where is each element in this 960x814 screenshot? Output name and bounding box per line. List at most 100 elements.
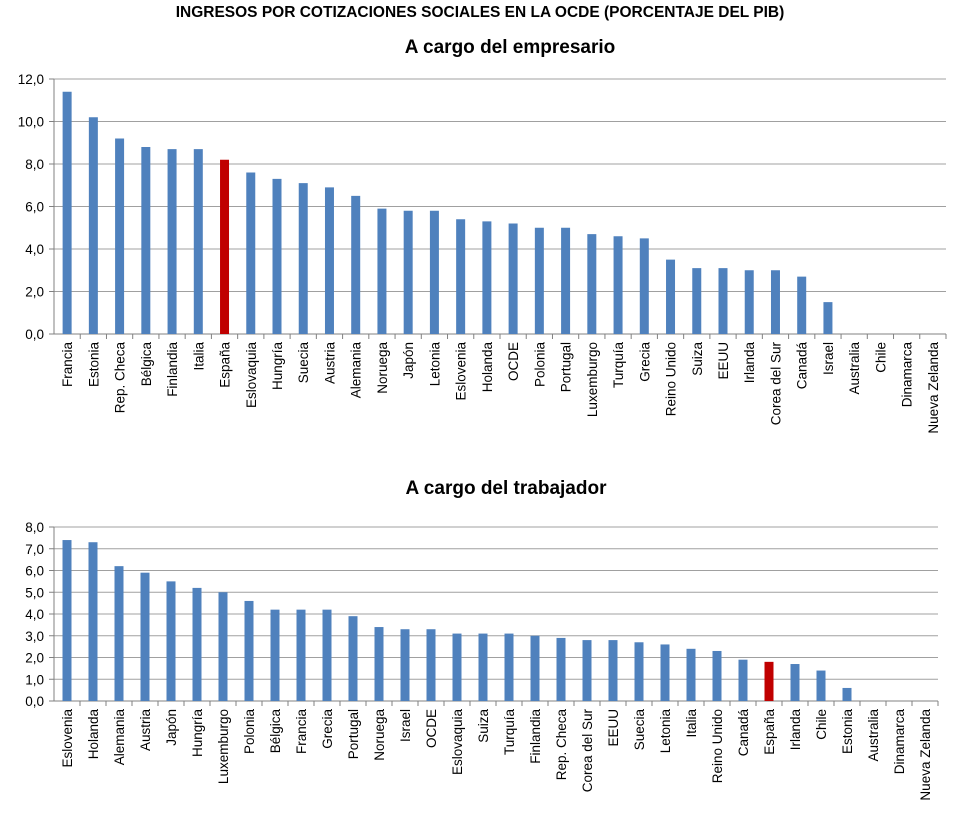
- x-tick-label: España: [762, 709, 777, 755]
- bar: [296, 609, 306, 701]
- x-tick-label: Portugal: [559, 342, 574, 392]
- x-tick-label: Japón: [164, 709, 179, 746]
- bar: [348, 616, 358, 701]
- bar: [244, 600, 254, 701]
- bar: [770, 270, 780, 334]
- x-tick-label: Noruega: [372, 709, 387, 761]
- bar: [587, 234, 597, 334]
- bar: [377, 208, 387, 334]
- bar: [790, 664, 800, 701]
- x-tick-label: OCDE: [424, 709, 439, 748]
- bar: [561, 227, 571, 334]
- x-tick-label: Portugal: [346, 709, 361, 759]
- x-tick-label: Canadá: [795, 342, 810, 390]
- x-tick-label: Eslovenia: [60, 709, 75, 768]
- x-tick-label: Francia: [60, 342, 75, 388]
- y-tick-label: 4,0: [25, 242, 44, 257]
- main-title: INGRESOS POR COTIZACIONES SOCIALES EN LA…: [175, 4, 785, 21]
- bar: [613, 236, 623, 334]
- chart-empresario: A cargo del empresario 0,0 2,0 4,0 6,0 8,0 10,…: [18, 37, 947, 434]
- bar: [88, 542, 98, 701]
- x-tick-label: Holanda: [480, 342, 495, 393]
- bar: [403, 210, 413, 334]
- bar: [426, 629, 436, 701]
- bar: [530, 635, 540, 701]
- bar: [744, 270, 754, 334]
- x-tick-label: Polonia: [242, 709, 257, 755]
- bar: [764, 661, 774, 701]
- x-tick-label: Austria: [322, 342, 337, 385]
- bar: [534, 227, 544, 334]
- bar: [666, 259, 676, 334]
- y-tick-label: 2,0: [25, 285, 44, 300]
- bar: [556, 637, 566, 701]
- chart-trabajador: A cargo del trabajador 0,0 1,0 2,0 3,0 4,0 5,0…: [25, 478, 939, 801]
- bar: [508, 223, 518, 334]
- x-tick-label: Bélgica: [139, 342, 154, 387]
- x-tick-label: Holanda: [86, 709, 101, 760]
- x-tick-label: Reino Unido: [664, 342, 679, 416]
- bar: [220, 159, 230, 334]
- bar: [456, 219, 466, 334]
- x-tick-label: Corea del Sur: [580, 708, 595, 792]
- x-tick-label: Estonia: [840, 709, 855, 755]
- x-tick-label: Corea del Sur: [768, 341, 783, 425]
- x-tick-label: Dinamarca: [892, 709, 907, 775]
- x-tick-label: EEUU: [606, 709, 621, 747]
- bar: [823, 302, 833, 334]
- y-tick-label: 8,0: [25, 157, 44, 172]
- bar: [686, 648, 696, 701]
- x-tick-label: Polonia: [532, 342, 547, 388]
- y-tick-label: 6,0: [25, 200, 44, 215]
- chart-title: A cargo del trabajador: [406, 478, 608, 499]
- x-tick-label: Italia: [191, 342, 206, 371]
- bar: [608, 640, 618, 701]
- bar: [272, 178, 282, 334]
- y-tick-label: 2,0: [25, 651, 44, 666]
- x-tick-label: Letonia: [427, 342, 442, 387]
- bar: [246, 172, 256, 334]
- bar: [270, 609, 280, 701]
- bar: [634, 642, 644, 701]
- bar: [842, 687, 852, 701]
- y-tick-label: 6,0: [25, 564, 44, 579]
- x-tick-label: Japón: [401, 342, 416, 379]
- bar: [114, 566, 124, 701]
- x-tick-label: Nueva Zelanda: [926, 342, 941, 434]
- bar: [504, 633, 514, 701]
- x-tick-label: Irlanda: [742, 342, 757, 384]
- bar: [88, 117, 98, 334]
- y-tick-label: 1,0: [25, 672, 44, 687]
- bar: [140, 572, 150, 701]
- x-tick-label: Luxemburgo: [216, 709, 231, 784]
- x-tick-label: Dinamarca: [900, 342, 915, 408]
- x-tick-label: Canadá: [736, 709, 751, 757]
- chart-title: A cargo del empresario: [405, 37, 615, 58]
- x-tick-label: Francia: [294, 709, 309, 755]
- x-tick-label: Italia: [684, 709, 699, 738]
- x-tick-label: Estonia: [86, 342, 101, 388]
- bar: [482, 221, 492, 334]
- x-tick-label: Eslovaquia: [450, 709, 465, 776]
- bar: [192, 587, 202, 701]
- x-tick-label: Eslovenia: [454, 342, 469, 401]
- x-tick-label: OCDE: [506, 342, 521, 381]
- y-tick-label: 0,0: [25, 694, 44, 709]
- x-tick-label: Israel: [821, 342, 836, 375]
- x-tick-label: Noruega: [375, 342, 390, 394]
- bar: [429, 210, 439, 334]
- y-tick-label: 5,0: [25, 585, 44, 600]
- x-tick-label: Suecia: [632, 709, 647, 751]
- x-tick-label: Nueva Zelanda: [918, 709, 933, 801]
- y-tick-label: 7,0: [25, 542, 44, 557]
- y-tick-label: 0,0: [25, 327, 44, 342]
- x-tick-label: Turquía: [611, 342, 626, 389]
- bar: [374, 627, 384, 701]
- x-tick-label: Reino Unido: [710, 709, 725, 783]
- x-tick-label: Alemania: [349, 342, 364, 399]
- x-tick-label: Rep. Checa: [554, 709, 569, 781]
- bar: [62, 91, 72, 334]
- bar: [298, 183, 308, 334]
- bar: [816, 670, 826, 701]
- x-tick-label: Australia: [866, 709, 881, 762]
